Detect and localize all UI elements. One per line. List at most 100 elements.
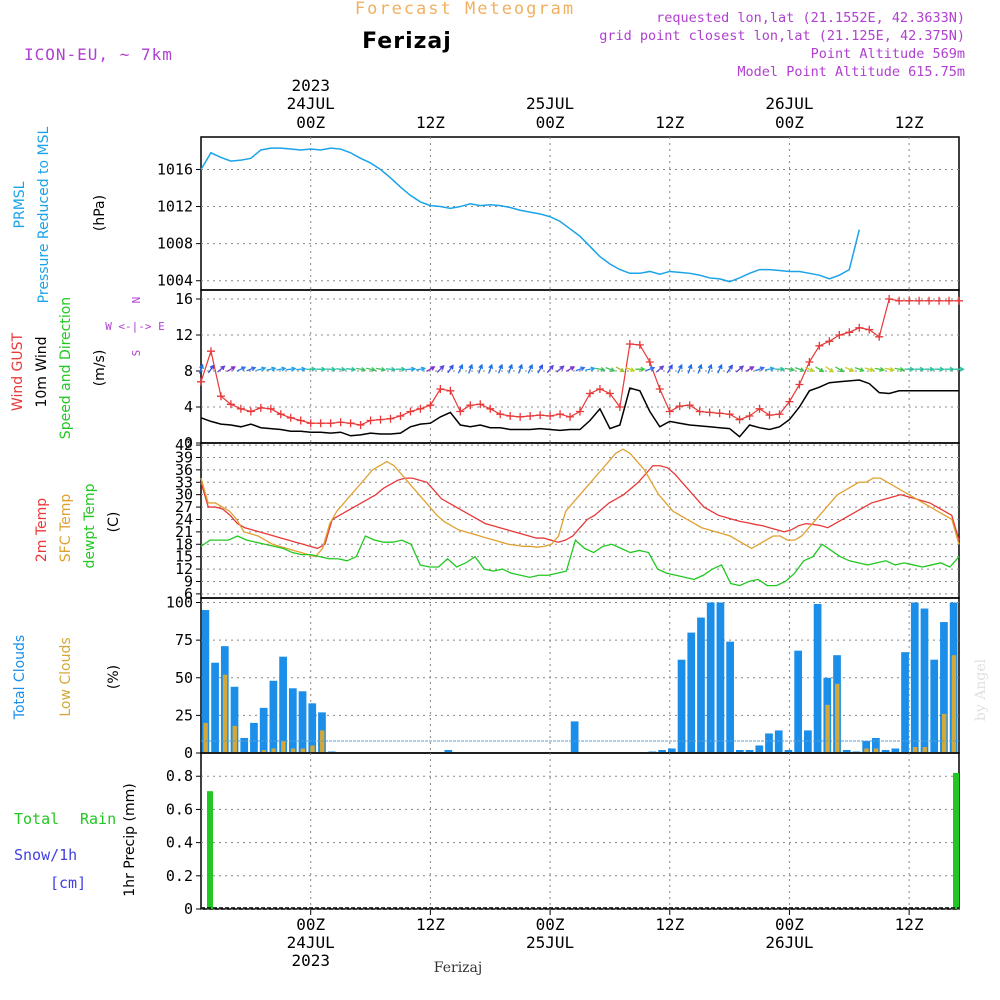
total-cloud-bar bbox=[765, 733, 773, 752]
low-cloud-bar bbox=[232, 725, 237, 752]
clouds-unit: (%) bbox=[106, 665, 122, 689]
wind-direction-arrow bbox=[478, 363, 484, 374]
model-label: ICON-EU, ~ 7km bbox=[24, 45, 173, 64]
total-cloud-bar bbox=[308, 703, 317, 752]
gust-marker bbox=[725, 410, 734, 419]
gust-marker bbox=[795, 380, 804, 389]
gust-marker bbox=[246, 407, 255, 416]
rain-bar bbox=[207, 791, 213, 909]
precip-unit: 1hr Precip (mm) bbox=[122, 783, 138, 896]
y-tick-label: 16 bbox=[175, 290, 193, 308]
temp2m-line bbox=[200, 465, 960, 550]
total-cloud-bar bbox=[755, 745, 764, 752]
gust-marker bbox=[356, 421, 365, 429]
precip-labels: Total Rain Snow/1h [cm] 1hr Precip (mm) bbox=[14, 783, 138, 896]
pressure-panel: 1004 1008 1012 1016 bbox=[157, 136, 960, 291]
y-tick-label: 25 bbox=[175, 706, 193, 724]
wind-direction-arrow bbox=[904, 366, 915, 372]
gust-marker bbox=[296, 416, 305, 425]
gust-marker bbox=[785, 397, 794, 406]
rain-bar bbox=[953, 772, 959, 909]
low-cloud-bar bbox=[922, 746, 927, 752]
gust-marker bbox=[386, 414, 395, 423]
gust-marker bbox=[486, 404, 495, 413]
gust-marker bbox=[695, 407, 704, 416]
compass-s: S bbox=[130, 350, 143, 357]
gust-marker bbox=[705, 408, 714, 417]
wind-direction-arrow bbox=[677, 363, 683, 374]
low-cloud-bar bbox=[261, 749, 267, 752]
y-tick-label: 27 bbox=[175, 498, 193, 516]
wind-direction-arrow bbox=[764, 366, 776, 372]
gust-marker bbox=[416, 404, 425, 413]
wind-direction-arrow bbox=[198, 363, 204, 374]
gust-marker bbox=[306, 419, 315, 428]
wind-direction-arrow bbox=[336, 366, 347, 372]
gust-marker bbox=[925, 296, 934, 305]
top-time-label: 12Z bbox=[895, 113, 924, 132]
gust-marker bbox=[735, 415, 744, 424]
bottom-time-label: 12Z bbox=[416, 915, 445, 934]
total-cloud-bar bbox=[716, 602, 725, 752]
total-cloud-bar bbox=[570, 721, 579, 752]
wind-direction-arrow bbox=[217, 365, 226, 373]
gust-marker bbox=[426, 401, 435, 410]
snow-unit-label: [cm] bbox=[50, 874, 86, 892]
temp-unit: (C) bbox=[106, 512, 122, 533]
y-tick-label: 30 bbox=[175, 486, 193, 504]
wind-direction-arrow bbox=[697, 363, 703, 374]
wind-direction-arrow bbox=[815, 366, 825, 373]
y-tick-label: 15 bbox=[175, 548, 193, 566]
total-cloud-bar bbox=[201, 610, 210, 752]
wind-direction-arrow bbox=[794, 367, 805, 372]
wind-direction-arrow bbox=[687, 363, 693, 374]
wind-direction-arrow bbox=[635, 366, 646, 372]
wind-direction-arrow bbox=[625, 367, 636, 372]
total-cloud-bar bbox=[940, 622, 948, 752]
gust-marker bbox=[835, 331, 844, 339]
bottom-time-label: 12Z bbox=[895, 915, 924, 934]
total-cloud-bar bbox=[726, 641, 734, 752]
total-cloud-bar bbox=[852, 751, 861, 752]
wind-direction-arrow bbox=[256, 366, 267, 372]
total-cloud-bar bbox=[842, 749, 851, 752]
watermark: by Angel bbox=[973, 658, 989, 721]
y-tick-label: 1008 bbox=[157, 235, 193, 253]
y-tick-label: 42 bbox=[175, 436, 193, 454]
wind-direction-arrow bbox=[207, 364, 215, 374]
wind-direction-arrow bbox=[296, 366, 307, 372]
wind-direction-arrow bbox=[954, 366, 965, 372]
gust-marker bbox=[625, 340, 634, 348]
total-cloud-bar bbox=[444, 749, 453, 752]
temp2m-label: 2m Temp bbox=[34, 498, 50, 562]
low-cloud-bar bbox=[203, 722, 208, 752]
wind-direction-arrow bbox=[805, 366, 815, 373]
total-cloud-bar bbox=[930, 659, 939, 752]
sfctemp-line bbox=[200, 448, 960, 558]
wind-labels: Wind GUST 10m Wind Speed and Direction (… bbox=[10, 297, 165, 440]
wind-direction-arrow bbox=[436, 365, 445, 373]
footer-location: Ferizaj bbox=[434, 960, 482, 976]
gust-marker bbox=[536, 411, 545, 420]
total-cloud-bar bbox=[862, 740, 871, 752]
low-cloud-bar bbox=[941, 713, 947, 752]
total-cloud-bar bbox=[230, 686, 239, 752]
total-cloud-bar bbox=[658, 749, 666, 752]
gust-marker bbox=[316, 419, 325, 428]
y-tick-label: 12 bbox=[175, 560, 193, 578]
low-cloud-bar bbox=[825, 704, 830, 752]
total-cloud-bar bbox=[288, 688, 297, 752]
dewpoint-line bbox=[200, 535, 960, 587]
bottom-time-label: 00Z bbox=[536, 915, 565, 934]
wind-direction-arrow bbox=[835, 366, 845, 373]
low-cloud-bar bbox=[310, 745, 315, 752]
gust-marker bbox=[206, 347, 215, 356]
wind-direction-arrow bbox=[316, 366, 327, 372]
grid-point-coords: grid point closest lon,lat (21.125E, 42.… bbox=[599, 28, 965, 44]
y-tick-label: 39 bbox=[175, 448, 193, 466]
wind-direction-arrow bbox=[655, 365, 665, 373]
prmsl-desc-label: Pressure Reduced to MSL bbox=[36, 126, 52, 303]
